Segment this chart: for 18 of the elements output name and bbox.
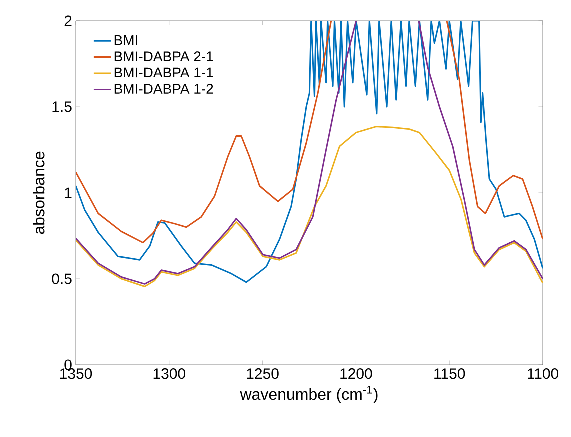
x-tick-label: 1200 (340, 368, 372, 380)
legend-label: BMI-DABPA 2-1 (114, 52, 214, 62)
y-tick-label: 0 (64, 360, 72, 370)
legend-label: BMI-DABPA 1-2 (114, 84, 214, 94)
x-tick-label: 1150 (434, 368, 466, 380)
y-tick-label: 1 (65, 188, 72, 198)
line-series (76, 126, 543, 288)
legend-label: BMI (114, 36, 138, 46)
y-tick-label: 0.5 (52, 274, 72, 284)
y-tick-label: 2 (64, 16, 72, 26)
x-tick-label: 1300 (154, 368, 186, 380)
x-tick-label: 1350 (60, 368, 92, 380)
x-tick-label: 1100 (528, 368, 559, 380)
x-axis-title: wavenumber (cm$^{-1}$) (240, 386, 378, 404)
x-tick-label: 1250 (247, 368, 279, 380)
y-axis-title: absorbance (32, 152, 45, 234)
y-tick-label: 1.5 (52, 102, 72, 112)
legend-label: BMI-DABPA 1-1 (114, 68, 214, 78)
